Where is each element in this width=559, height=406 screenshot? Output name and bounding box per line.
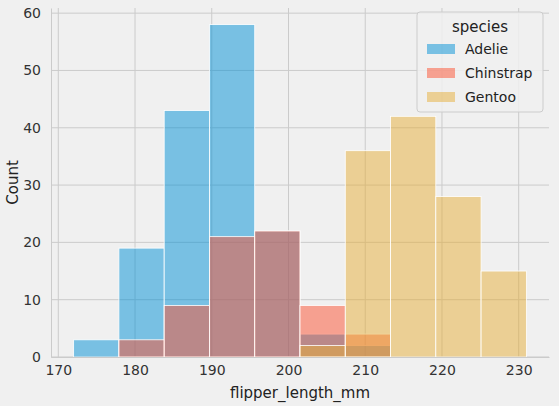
x-tick-label: 210 xyxy=(352,362,379,378)
legend-swatch xyxy=(427,92,455,102)
histogram-bar xyxy=(209,25,254,357)
background xyxy=(0,0,559,406)
x-axis-line xyxy=(52,357,550,358)
legend-box xyxy=(417,12,543,112)
histogram-bar xyxy=(255,357,300,358)
histogram-bar xyxy=(164,111,209,357)
grid xyxy=(51,8,549,357)
y-tick-label: 50 xyxy=(23,62,41,78)
histogram-bar xyxy=(209,357,254,358)
histogram-bar xyxy=(391,116,436,357)
x-tick-label: 190 xyxy=(199,362,226,378)
histogram-bar xyxy=(119,340,164,357)
histogram-bar xyxy=(209,237,254,357)
x-tick: 170 xyxy=(45,357,72,378)
legend-title: species xyxy=(452,18,508,36)
legend-label: Adelie xyxy=(465,41,508,57)
x-axis: 170 180 190 200 210 220 230 xyxy=(45,357,549,378)
y-tick: 20 xyxy=(23,234,51,250)
grid-line-y xyxy=(51,185,549,186)
y-tick: 0 xyxy=(32,349,51,365)
y-tick: 30 xyxy=(23,177,51,193)
x-tick: 190 xyxy=(199,357,226,378)
histogram-bar xyxy=(255,231,300,357)
histogram-bar xyxy=(345,151,390,357)
y-tick-label: 30 xyxy=(23,177,41,193)
y-tick-label: 60 xyxy=(23,5,41,21)
x-tick: 180 xyxy=(122,357,149,378)
legend-label: Chinstrap xyxy=(465,65,533,81)
x-tick-label: 200 xyxy=(276,362,303,378)
y-axis-line xyxy=(51,9,52,358)
x-tick-label: 220 xyxy=(429,362,456,378)
histogram-bar xyxy=(300,346,345,357)
x-tick: 210 xyxy=(352,357,379,378)
chart: 170 180 190 200 210 220 230 0 10 20 30 40 50 60 flippe… xyxy=(0,0,559,406)
histogram-bar xyxy=(164,357,209,358)
histogram-bar xyxy=(255,231,300,357)
y-tick: 40 xyxy=(23,120,51,136)
x-tick-label: 230 xyxy=(506,362,533,378)
histogram-bar xyxy=(436,197,481,357)
x-tick-label: 180 xyxy=(122,362,149,378)
legend-swatch xyxy=(427,44,455,54)
histogram-bar xyxy=(74,340,119,357)
histogram-bar xyxy=(119,357,164,358)
y-tick: 10 xyxy=(23,292,51,308)
y-axis: 0 10 20 30 40 50 60 xyxy=(23,5,51,365)
grid-line-x xyxy=(58,8,59,357)
x-tick: 220 xyxy=(429,357,456,378)
histogram-bar xyxy=(481,271,526,357)
y-tick-label: 0 xyxy=(32,349,41,365)
legend-swatch xyxy=(427,68,455,78)
legend-label: Gentoo xyxy=(465,89,516,105)
histogram-bar xyxy=(74,357,119,358)
histogram-bar xyxy=(119,248,164,357)
y-axis-label: Count xyxy=(4,160,22,205)
y-tick: 60 xyxy=(23,5,51,21)
x-tick-label: 170 xyxy=(45,362,72,378)
legend: species Adelie Chinstrap Gentoo xyxy=(417,12,543,112)
x-axis-label: flipper_length_mm xyxy=(230,384,370,403)
x-tick: 230 xyxy=(506,357,533,378)
grid-line-y xyxy=(51,127,549,128)
histogram-bar xyxy=(164,305,209,357)
y-tick: 50 xyxy=(23,62,51,78)
x-tick: 200 xyxy=(276,357,303,378)
y-tick-label: 40 xyxy=(23,120,41,136)
histogram-bar xyxy=(74,357,119,358)
y-tick-label: 20 xyxy=(23,234,41,250)
y-tick-label: 10 xyxy=(23,292,41,308)
histogram-bar xyxy=(300,305,345,357)
